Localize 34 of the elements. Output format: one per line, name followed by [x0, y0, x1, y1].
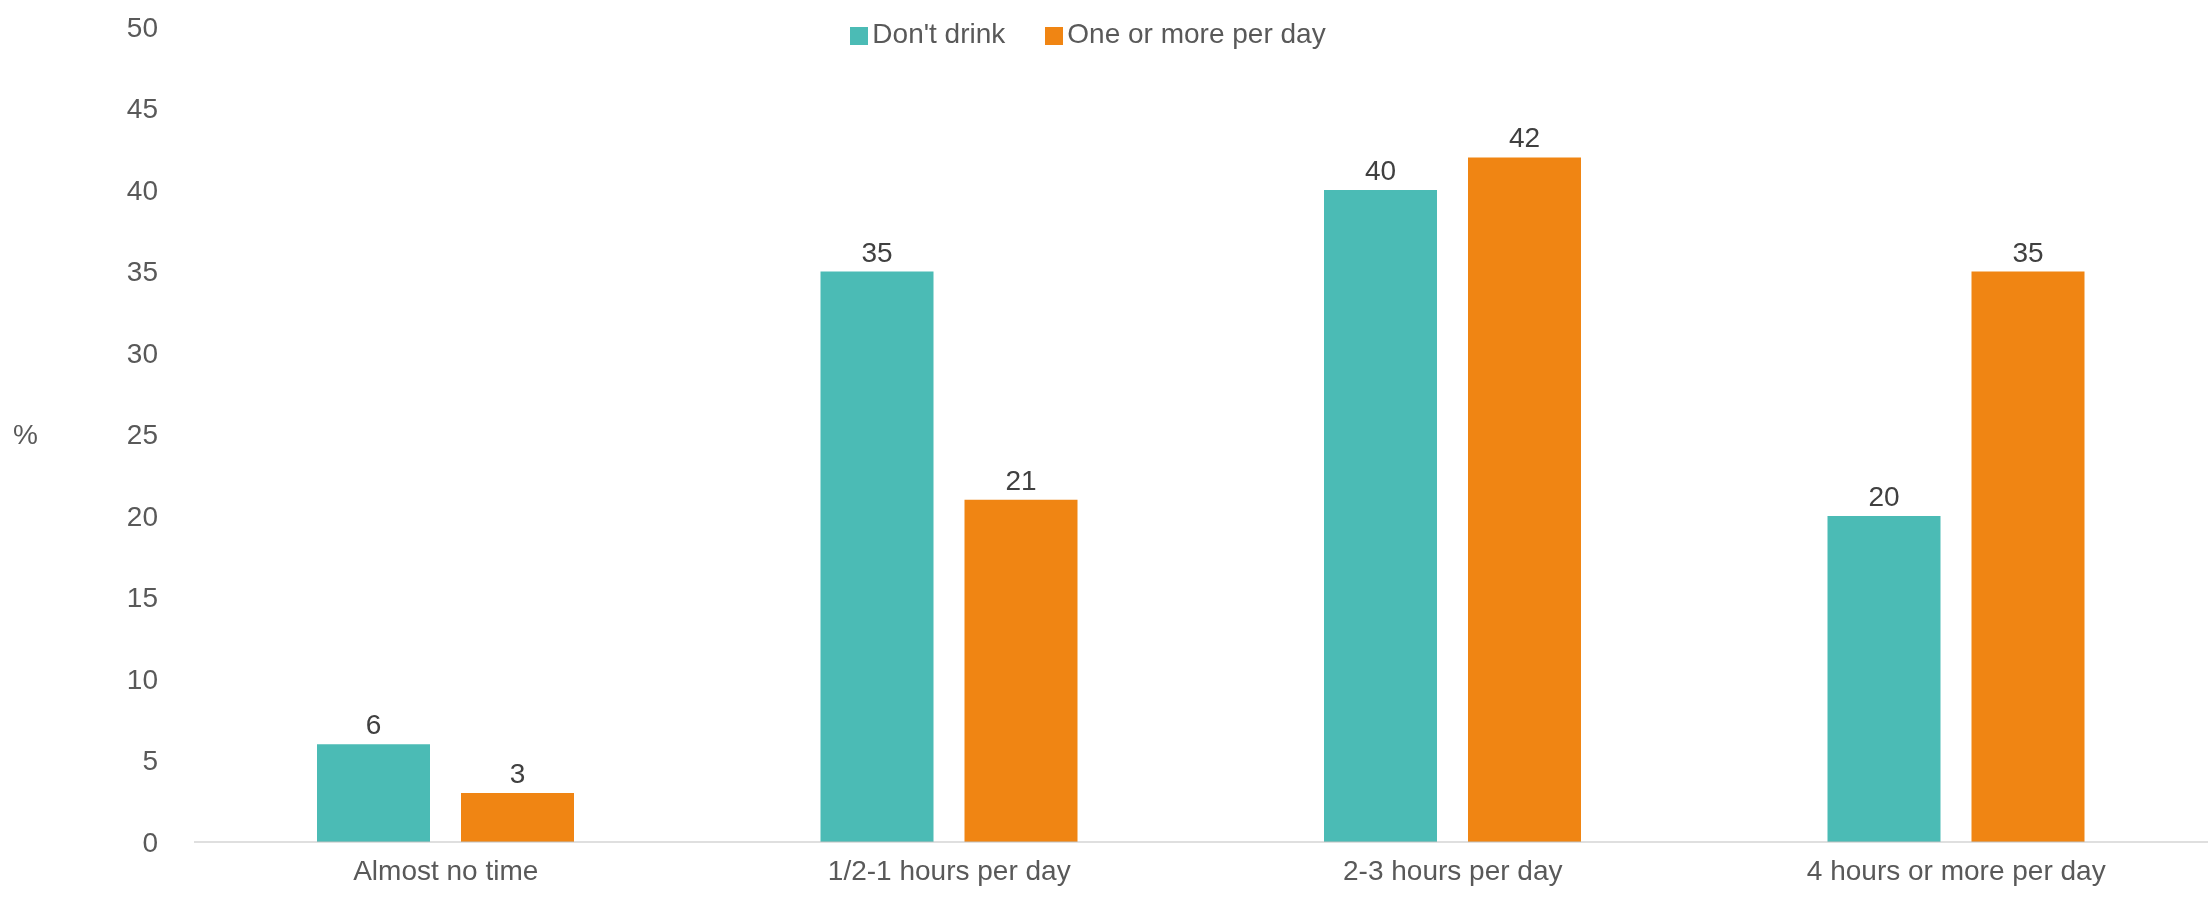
data-label: 20 [1868, 481, 1900, 512]
y-tick-label: 30 [126, 337, 158, 369]
data-label: 42 [1508, 122, 1541, 154]
bar [1971, 271, 2085, 842]
y-tick-label: 50 [126, 11, 158, 43]
y-tick-label: 5 [142, 745, 158, 777]
data-label: 21 [1005, 464, 1037, 496]
y-tick-label: 0 [142, 826, 158, 858]
y-tick-label: 25 [126, 419, 158, 451]
y-tick-label: 15 [126, 582, 158, 614]
bar [820, 271, 934, 842]
y-tick-label: 35 [126, 256, 158, 288]
legend-label: Don't drink [872, 18, 1006, 49]
legend-label: One or more per day [1067, 18, 1326, 49]
y-tick-label: 45 [126, 93, 158, 125]
x-tick-label: 1/2-1 hours per day [827, 854, 1071, 886]
bar [1468, 157, 1581, 842]
data-label: 35 [2012, 236, 2044, 268]
bar [1324, 190, 1437, 842]
data-label: 35 [861, 236, 893, 268]
bar [317, 744, 430, 842]
bar [964, 499, 1078, 842]
y-axis-title: % [13, 419, 38, 451]
x-tick-label: 4 hours or more per day [1806, 854, 2106, 886]
y-tick-label: 40 [126, 174, 158, 206]
bar [1827, 516, 1941, 842]
x-tick-label: Almost no time [353, 854, 539, 886]
data-label: 6 [365, 709, 382, 741]
y-tick-label: 10 [126, 663, 158, 695]
y-tick-label: 20 [126, 500, 158, 532]
data-label: 40 [1364, 155, 1397, 186]
data-label: 3 [509, 758, 526, 790]
bar [461, 793, 574, 842]
x-tick-label: 2-3 hours per day [1343, 854, 1563, 886]
